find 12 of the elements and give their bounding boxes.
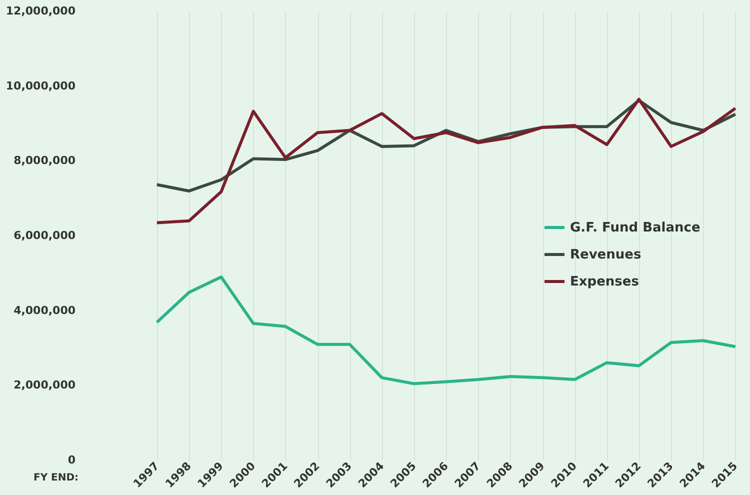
- y-tick-label: 2,000,000: [14, 378, 76, 392]
- legend-label: G.F. Fund Balance: [570, 220, 700, 236]
- y-tick-label: 8,000,000: [14, 154, 76, 168]
- legend-label: Expenses: [570, 274, 640, 290]
- x-axis-title: FY END:: [34, 472, 79, 484]
- y-tick-label: 12,000,000: [6, 4, 76, 18]
- y-tick-label: 10,000,000: [6, 79, 76, 92]
- y-tick-label: 4,000,000: [14, 304, 76, 317]
- legend-label: Revenues: [570, 248, 642, 262]
- y-tick-label: 6,000,000: [14, 229, 76, 242]
- y-tick-label: 0: [68, 454, 76, 466]
- line-series: [155, 276, 737, 386]
